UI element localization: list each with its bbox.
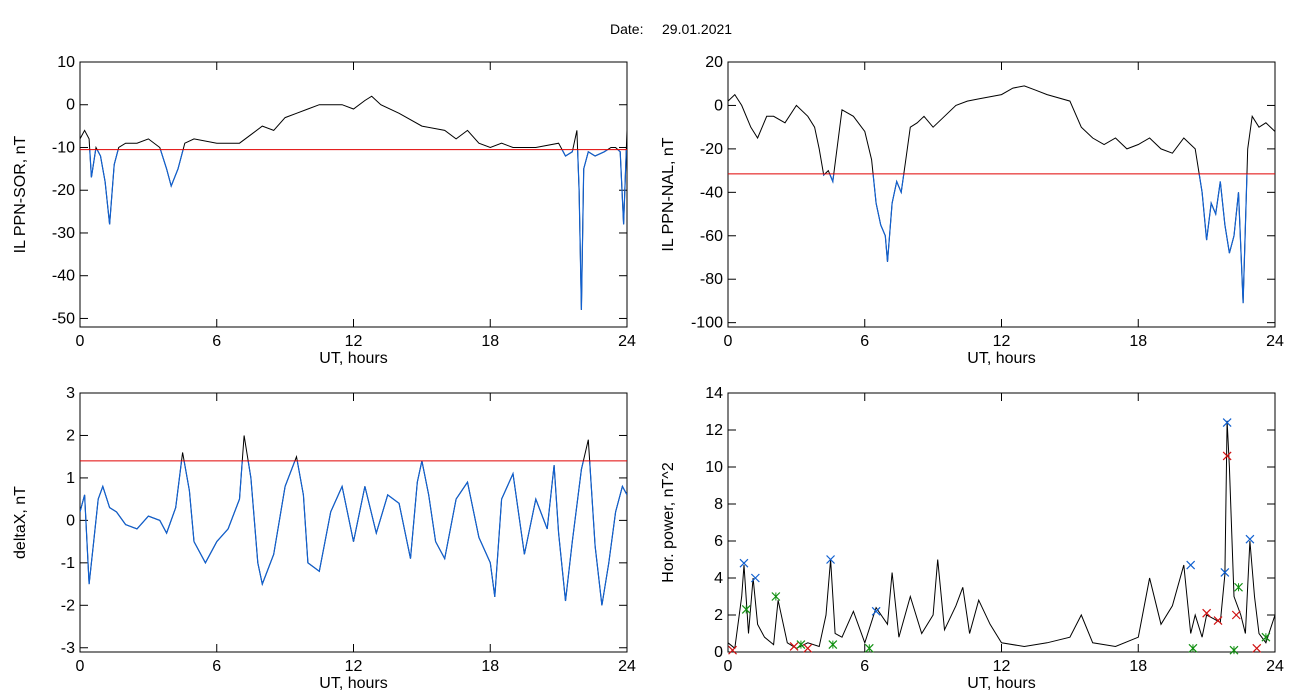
y-tick-label: 1: [66, 470, 75, 487]
y-tick-label: -40: [52, 268, 75, 285]
marker-green: [1261, 632, 1271, 642]
chart-panel-3: 0 6 12 18 24 3 2 1 0 -1 -2 -3 UT, hours deltaX, nT: [12, 385, 636, 692]
y-tick-label: 0: [66, 512, 75, 529]
series-line: [727, 420, 1276, 650]
y-tick-label: -40: [700, 184, 723, 201]
marker-red: [789, 642, 799, 651]
chart-panel-4: 0 6 12 18 24 14 12 10 8 6 4 2 0 UT, hours Hor. power, …: [660, 385, 1284, 692]
y-tick-label: 3: [66, 385, 75, 402]
plot-frame: [727, 61, 1276, 328]
x-tick-label: 24: [1266, 658, 1284, 675]
marker-blue: [1186, 560, 1196, 570]
y-axis-label: Hor. power, nT^2: [660, 462, 677, 583]
y-tick-label: 2: [714, 607, 723, 624]
marker-green: [796, 640, 806, 650]
date-value: 29.01.2021: [662, 21, 732, 37]
y-tick-label: -30: [52, 225, 75, 242]
x-axis-label: UT, hours: [319, 350, 387, 367]
marker-green: [864, 643, 874, 653]
x-axis-label: UT, hours: [967, 675, 1035, 692]
x-tick-label: 0: [76, 333, 85, 350]
y-tick-label: 6: [714, 533, 723, 550]
marker-green: [1188, 643, 1198, 653]
x-tick-label: 24: [1266, 333, 1284, 350]
y-tick-label: 8: [714, 496, 723, 513]
y-tick-label: 2: [66, 427, 75, 444]
x-tick-label: 0: [724, 658, 733, 675]
marker-red: [1222, 451, 1232, 461]
plot-frame: [79, 61, 628, 328]
x-tick-label: 18: [481, 658, 499, 675]
marker-green: [1229, 645, 1239, 655]
marker-blue: [750, 573, 760, 583]
y-tick-label: -60: [700, 228, 723, 245]
x-tick-label: 12: [345, 658, 363, 675]
marker-blue: [826, 555, 835, 564]
x-tick-label: 0: [76, 658, 85, 675]
x-axis-label: UT, hours: [967, 350, 1035, 367]
y-axis-label: deltaX, nT: [12, 486, 29, 559]
x-axis-label: UT, hours: [319, 675, 387, 692]
marker-blue: [871, 606, 881, 616]
y-tick-label: 4: [714, 570, 723, 587]
marker-blue: [1245, 534, 1255, 544]
marker-blue: [739, 558, 749, 568]
series-line: [727, 85, 1276, 304]
x-tick-label: 6: [860, 658, 869, 675]
marker-red: [1202, 608, 1212, 618]
y-tick-label: -3: [61, 640, 75, 657]
series-line-below-threshold: [89, 149, 627, 310]
x-tick-label: 12: [345, 333, 363, 350]
y-tick-label: 20: [705, 54, 723, 71]
x-tick-label: 12: [993, 658, 1011, 675]
marker-red: [1213, 616, 1223, 625]
x-tick-label: 0: [724, 333, 733, 350]
marker-green: [1234, 582, 1243, 592]
y-tick-label: -20: [700, 141, 723, 158]
x-tick-label: 18: [1129, 333, 1147, 350]
y-tick-label: 12: [705, 422, 723, 439]
y-tick-label: -50: [52, 310, 75, 327]
x-tick-label: 24: [618, 333, 636, 350]
y-tick-label: 14: [705, 385, 723, 402]
y-tick-label: 10: [57, 54, 75, 71]
y-tick-label: 0: [714, 97, 723, 114]
x-tick-label: 6: [212, 658, 221, 675]
y-tick-label: 0: [714, 644, 723, 661]
x-tick-label: 6: [860, 333, 869, 350]
x-tick-label: 6: [212, 333, 221, 350]
plot-frame: [727, 392, 1276, 653]
x-tick-label: 18: [1129, 658, 1147, 675]
y-axis-label: IL PPN-SOR, nT: [12, 135, 29, 253]
y-tick-label: -80: [700, 271, 723, 288]
marker-red: [728, 645, 737, 655]
chart-panel-1: 0 6 12 18 24 10 0 -10 -20 -30 -40 -50 UT, hours IL PP…: [12, 54, 636, 367]
marker-green: [828, 640, 838, 650]
marker-red: [803, 643, 813, 653]
x-tick-label: 18: [481, 333, 499, 350]
marker-green: [741, 605, 751, 614]
marker-red: [1231, 610, 1241, 620]
y-tick-label: -1: [61, 555, 75, 572]
series-line-below-threshold: [822, 173, 1248, 304]
y-axis-label: IL PPN-NAL, nT: [660, 137, 677, 251]
x-tick-label: 12: [993, 333, 1011, 350]
marker-red: [1252, 643, 1262, 653]
marker-blue: [1222, 418, 1232, 428]
chart-panel-2: 0 6 12 18 24 20 0 -20 -40 -60 -80 -100 UT, hours IL P…: [660, 54, 1284, 367]
series-line-below-threshold: [80, 460, 627, 606]
y-tick-label: -100: [691, 315, 723, 332]
y-tick-label: 10: [705, 459, 723, 476]
x-tick-label: 24: [618, 658, 636, 675]
marker-green: [771, 592, 781, 601]
series-line: [79, 95, 628, 310]
y-tick-label: 0: [66, 97, 75, 114]
marker-blue: [1220, 568, 1230, 577]
y-tick-label: -20: [52, 182, 75, 199]
date-label: Date:: [610, 21, 643, 37]
y-tick-label: -2: [61, 597, 75, 614]
y-tick-label: -10: [52, 139, 75, 156]
